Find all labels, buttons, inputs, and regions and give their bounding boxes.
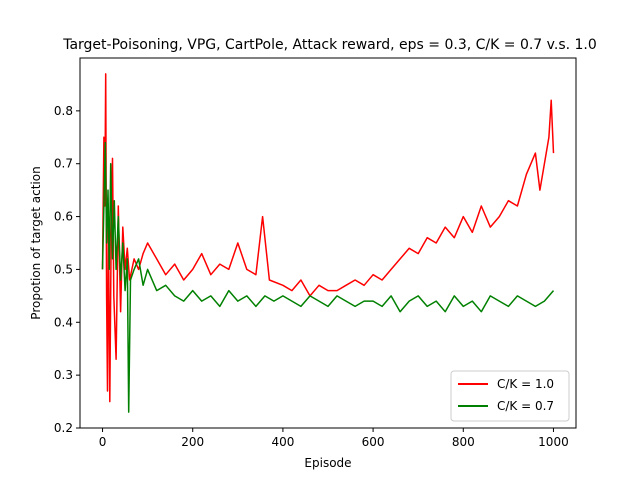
legend-label-0: C/K = 1.0 xyxy=(497,377,554,391)
y-tick-label: 0.7 xyxy=(54,157,73,171)
y-axis: 0.2 0.3 0.4 0.5 0.6 0.7 0.8 xyxy=(54,104,80,435)
x-tick-label: 800 xyxy=(452,435,475,449)
legend: C/K = 1.0 C/K = 0.7 xyxy=(450,370,570,422)
x-axis-label: Episode xyxy=(304,456,351,470)
y-tick-label: 0.2 xyxy=(54,421,73,435)
y-axis-label: Propotion of target action xyxy=(29,166,43,319)
x-tick-label: 400 xyxy=(271,435,294,449)
legend-label-1: C/K = 0.7 xyxy=(497,399,554,413)
y-tick-label: 0.8 xyxy=(54,104,73,118)
x-tick-label: 200 xyxy=(181,435,204,449)
x-tick-label: 600 xyxy=(362,435,385,449)
series-line-0 xyxy=(101,73,555,403)
y-tick-label: 0.3 xyxy=(54,368,73,382)
series-layer xyxy=(101,73,555,413)
x-tick-label: 0 xyxy=(99,435,107,449)
series-line-1 xyxy=(101,141,555,413)
x-axis: 0 200 400 600 800 1000 xyxy=(99,428,569,449)
y-tick-label: 0.6 xyxy=(54,210,73,224)
x-tick-label: 1000 xyxy=(538,435,569,449)
y-tick-label: 0.5 xyxy=(54,262,73,276)
y-tick-label: 0.4 xyxy=(54,315,73,329)
plot-frame xyxy=(79,57,577,429)
chart-title: Target-Poisoning, VPG, CartPole, Attack … xyxy=(62,37,597,53)
